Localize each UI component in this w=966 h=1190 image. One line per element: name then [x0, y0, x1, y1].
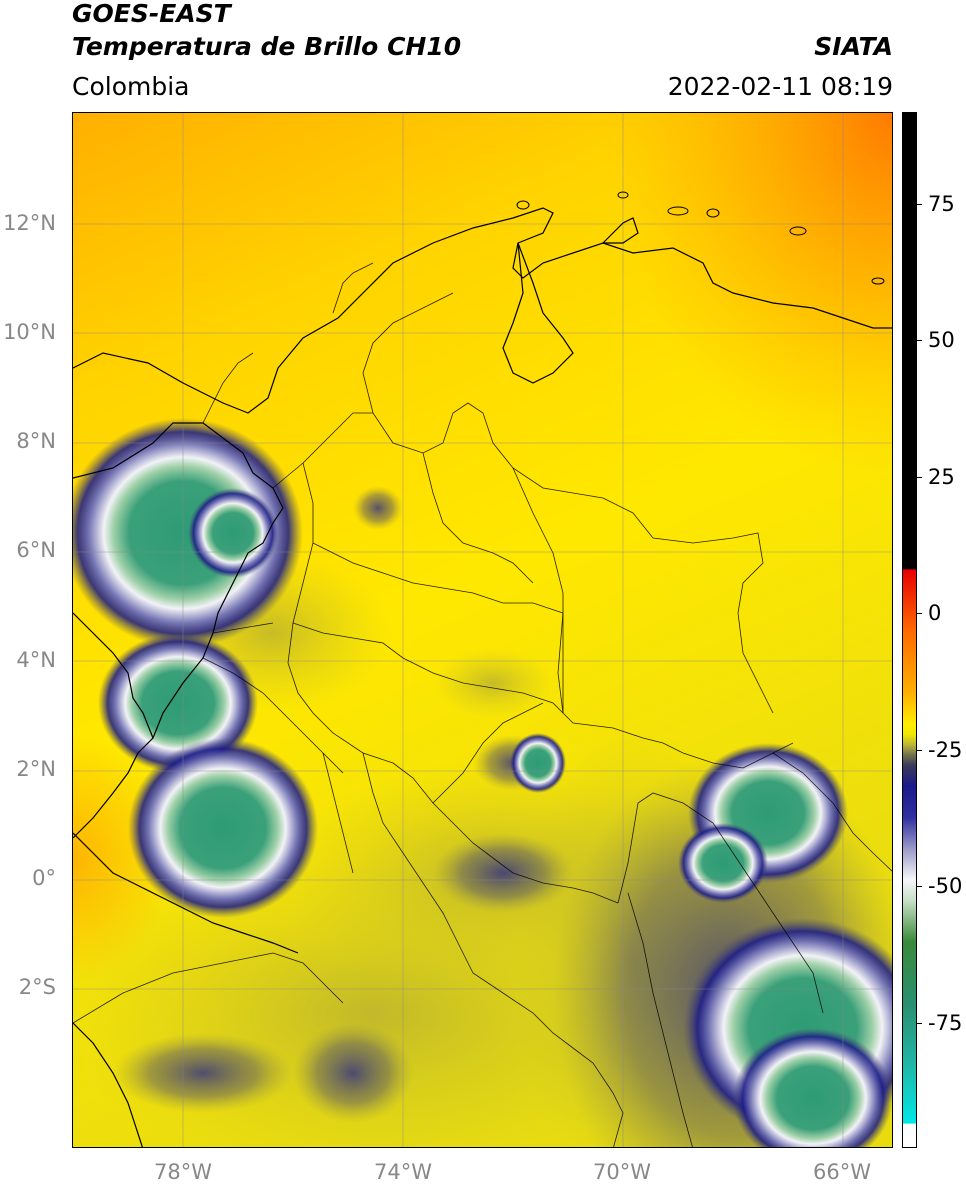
colorbar-label: 25	[928, 465, 955, 489]
colorbar-label: -50	[928, 874, 963, 898]
colorbar-tick	[917, 613, 922, 614]
lat-tick-label: 10°N	[3, 320, 56, 344]
colorbar-label: -25	[928, 738, 963, 762]
coastlines	[73, 207, 892, 1147]
product-title: Temperatura de Brillo CH10	[72, 32, 462, 61]
lon-tick-label: 74°W	[374, 1160, 432, 1184]
organization-label: SIATA	[814, 32, 893, 61]
colorbar	[902, 112, 917, 1148]
colorbar-tick	[917, 340, 922, 341]
lon-tick-label: 70°W	[593, 1160, 651, 1184]
colorbar-tick	[917, 1023, 922, 1024]
colorbar-tick	[917, 204, 922, 205]
map-panel[interactable]	[72, 112, 893, 1148]
colorbar-label: 0	[928, 601, 942, 625]
satellite-title: GOES-EAST	[72, 0, 231, 28]
lat-tick-label: 8°N	[16, 429, 56, 453]
colorbar-label: -75	[928, 1011, 963, 1035]
lat-tick-label: 6°N	[16, 538, 56, 562]
colorbar-svg	[903, 113, 916, 1147]
region-label: Colombia	[72, 72, 190, 101]
graticule	[73, 113, 892, 1147]
lat-tick-label: 12°N	[3, 211, 56, 235]
lat-tick-label: 4°N	[16, 648, 56, 672]
timestamp-label: 2022-02-11 08:19	[667, 72, 893, 101]
colorbar-tick	[917, 886, 922, 887]
lat-tick-label: 2°S	[18, 975, 56, 999]
colorbar-label: 75	[928, 192, 955, 216]
admin-borders	[73, 262, 892, 1147]
colorbar-tick	[917, 750, 922, 751]
lon-tick-label: 78°W	[154, 1160, 212, 1184]
colorbar-label: 50	[928, 328, 955, 352]
lat-tick-label: 2°N	[16, 757, 56, 781]
lon-tick-label: 66°W	[813, 1160, 871, 1184]
colorbar-tick	[917, 477, 922, 478]
lat-tick-label: 0°	[32, 866, 56, 890]
map-svg	[73, 113, 892, 1147]
